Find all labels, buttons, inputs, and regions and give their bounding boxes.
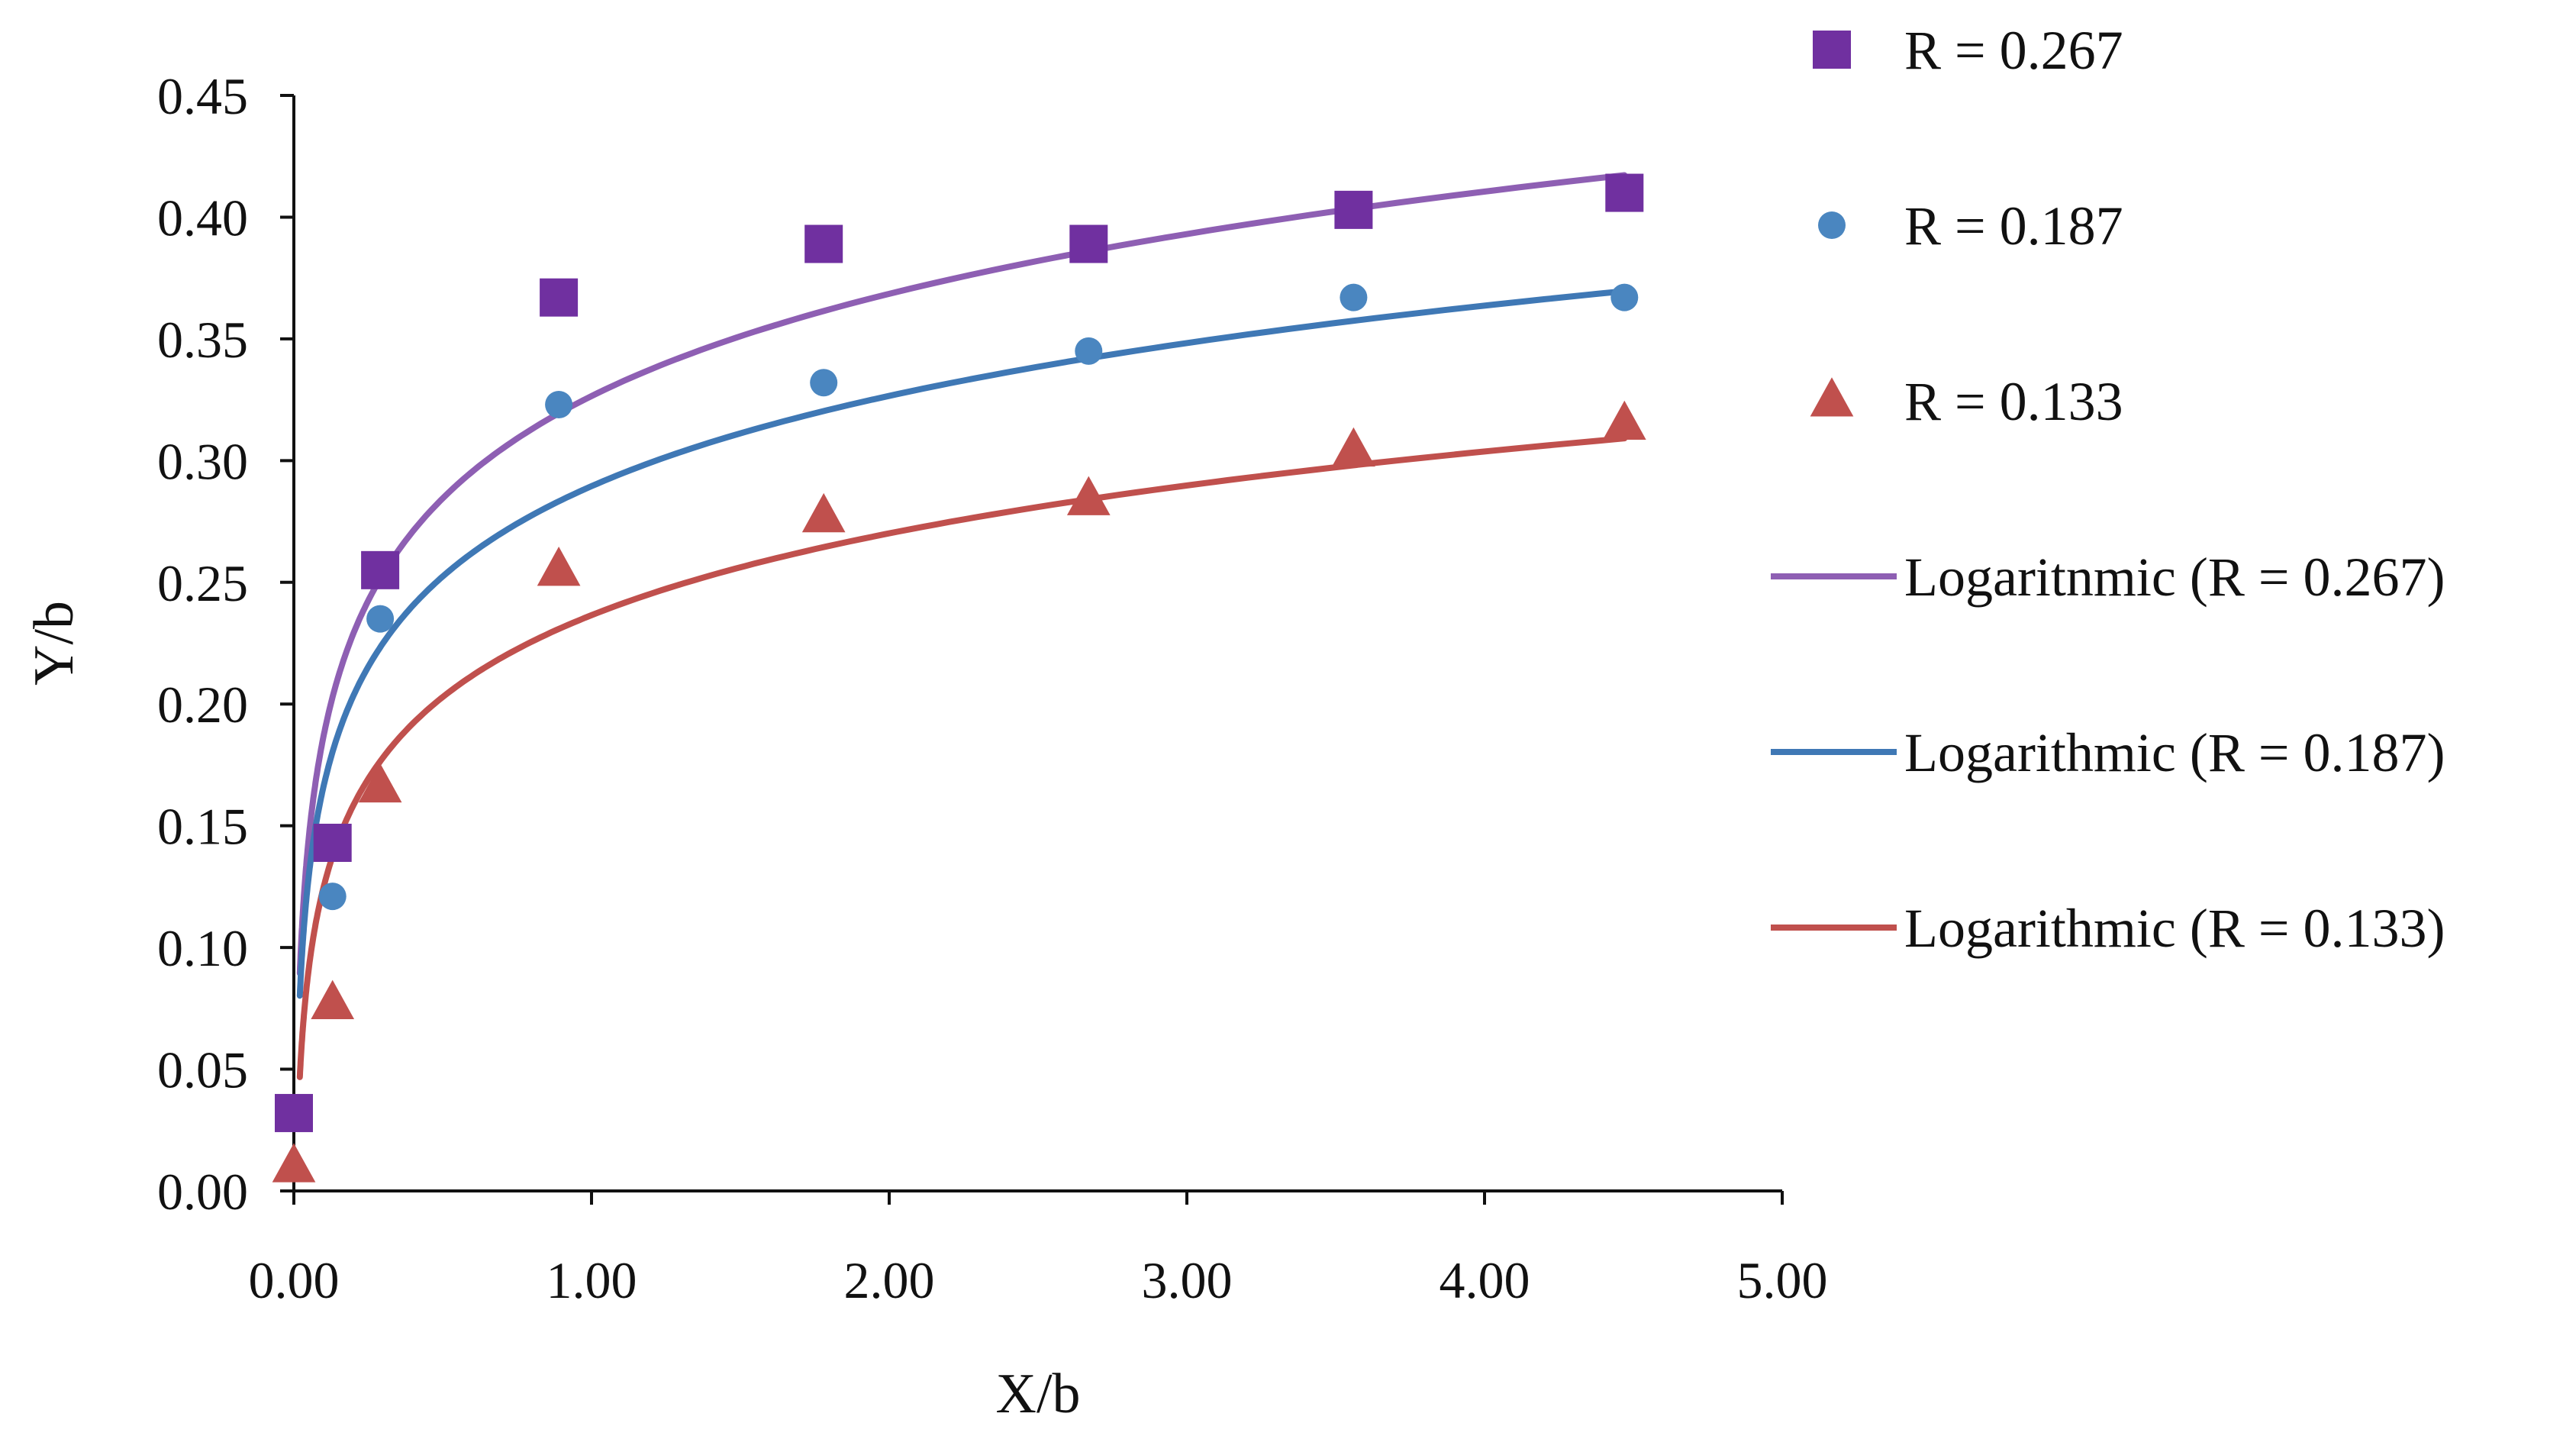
- legend-label: R = 0.187: [1904, 195, 2123, 257]
- trendline-3: [296, 435, 1628, 1080]
- y-tick-label: 0.45: [157, 67, 248, 125]
- data-point: [1075, 337, 1103, 365]
- x-tick-label: 5.00: [1737, 1251, 1828, 1309]
- data-point: [318, 883, 347, 911]
- data-point: [801, 492, 846, 533]
- trendlines: [296, 172, 1628, 1080]
- data-point: [545, 390, 573, 418]
- data-point: [1602, 400, 1646, 440]
- x-tick-label: 3.00: [1142, 1251, 1233, 1309]
- y-tick-label: 0.10: [157, 919, 248, 977]
- data-point: [358, 763, 402, 803]
- data-point: [1332, 427, 1375, 467]
- x-tick-label: 0.00: [249, 1251, 340, 1309]
- y-ticks: 0.00 0.05 0.10 0.15 0.20 0.25 0.30 0.35 0.40 0.45: [157, 67, 294, 1221]
- legend: R = 0.267 R = 0.187 R = 0.133 Logaritnmic (…: [1771, 20, 2445, 959]
- data-point: [366, 605, 395, 633]
- axes: 0.00 0.05 0.10 0.15 0.20 0.25 0.30 0.35 0.40 0.45…: [157, 67, 1828, 1309]
- legend-label: Logarithmic (R = 0.187): [1904, 722, 2445, 783]
- data-point: [275, 1093, 313, 1132]
- series-square-points: [275, 173, 1644, 1132]
- legend-marker-square: [1813, 31, 1851, 69]
- data-point: [272, 1143, 316, 1183]
- legend-marker-circle: [1818, 211, 1846, 239]
- data-point: [537, 547, 581, 586]
- y-tick-label: 0.35: [157, 311, 248, 369]
- y-tick-label: 0.25: [157, 554, 248, 612]
- legend-label: R = 0.267: [1904, 20, 2123, 81]
- y-tick-label: 0.30: [157, 432, 248, 490]
- y-tick-label: 0.00: [157, 1163, 248, 1221]
- data-point: [1610, 283, 1639, 311]
- x-tick-label: 4.00: [1440, 1251, 1530, 1309]
- y-tick-label: 0.05: [157, 1041, 248, 1099]
- x-ticks: 0.00 1.00 2.00 3.00 4.00 5.00: [249, 1191, 1828, 1309]
- data-point: [1340, 283, 1368, 311]
- legend-label: R = 0.133: [1904, 371, 2123, 432]
- data-point: [311, 979, 355, 1019]
- data-point: [1334, 190, 1373, 229]
- y-tick-label: 0.40: [157, 189, 248, 247]
- data-point: [361, 550, 400, 589]
- y-axis-title: Y/b: [23, 601, 85, 686]
- series-circle-points: [280, 283, 1639, 1127]
- series-triangle-points: [272, 400, 1646, 1183]
- y-tick-label: 0.20: [157, 676, 248, 734]
- x-axis-title: X/b: [996, 1363, 1081, 1425]
- data-point: [804, 224, 843, 263]
- x-tick-label: 2.00: [844, 1251, 935, 1309]
- trendline-2: [296, 288, 1628, 999]
- legend-label: Logarithmic (R = 0.133): [1904, 898, 2445, 959]
- data-points: [272, 173, 1646, 1183]
- trendline-1: [296, 172, 1628, 976]
- data-point: [540, 278, 579, 317]
- legend-marker-triangle: [1810, 377, 1854, 417]
- data-point: [313, 823, 352, 862]
- data-point: [1605, 173, 1644, 212]
- data-point: [810, 369, 838, 397]
- y-tick-label: 0.15: [157, 798, 248, 856]
- legend-label: Logaritnmic (R = 0.267): [1904, 547, 2445, 608]
- x-tick-label: 1.00: [546, 1251, 637, 1309]
- data-point: [1066, 476, 1111, 515]
- data-point: [1069, 224, 1108, 263]
